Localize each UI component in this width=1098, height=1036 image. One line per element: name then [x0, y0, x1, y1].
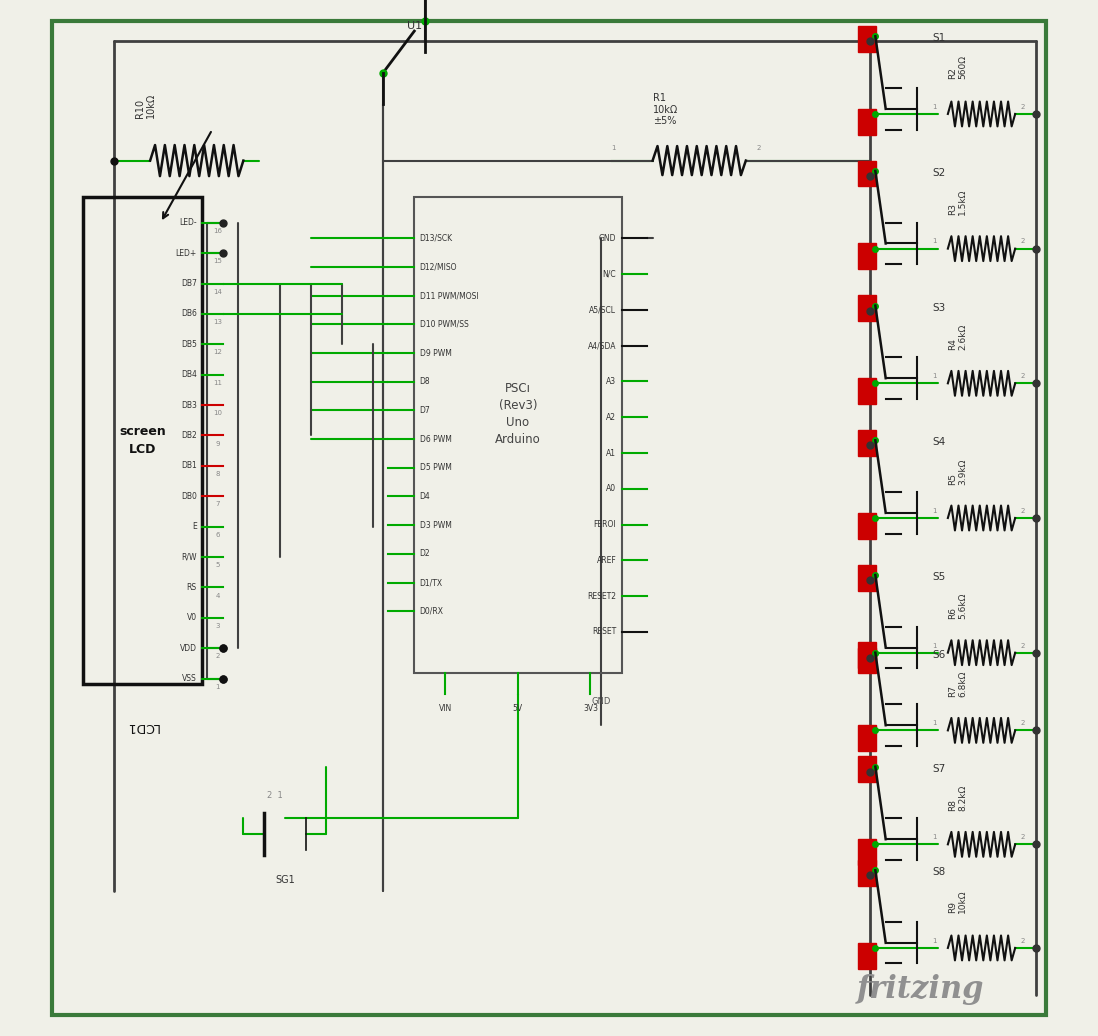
- Text: R10
10kΩ: R10 10kΩ: [135, 93, 156, 118]
- Text: VIN: VIN: [439, 704, 452, 714]
- Text: 2: 2: [1020, 373, 1024, 379]
- Text: R4
2.6kΩ: R4 2.6kΩ: [948, 323, 967, 350]
- Text: R/W: R/W: [181, 552, 197, 562]
- Text: D0/RX: D0/RX: [419, 607, 444, 615]
- Text: 2  1: 2 1: [267, 790, 282, 800]
- Bar: [858, 642, 876, 668]
- Bar: [858, 565, 876, 591]
- Text: 2: 2: [1020, 834, 1024, 840]
- Text: D9 PWM: D9 PWM: [419, 348, 451, 357]
- Text: U1: U1: [406, 21, 422, 31]
- Bar: [414, 197, 621, 673]
- Text: R8
8.2kΩ: R8 8.2kΩ: [948, 784, 967, 811]
- Text: 10: 10: [213, 410, 222, 416]
- Text: D7: D7: [419, 406, 430, 414]
- Text: 1: 1: [932, 508, 937, 514]
- Text: PSCı
(Rev3)
Uno
Arduino: PSCı (Rev3) Uno Arduino: [495, 382, 541, 447]
- Text: 1: 1: [932, 238, 937, 244]
- Text: 1: 1: [612, 145, 616, 151]
- Text: LED+: LED+: [176, 249, 197, 258]
- Text: 1: 1: [215, 684, 220, 690]
- Text: S7: S7: [932, 764, 945, 774]
- Text: 12: 12: [213, 349, 222, 355]
- Text: D10 PWM/SS: D10 PWM/SS: [419, 320, 468, 328]
- Text: N/C: N/C: [603, 269, 616, 279]
- Text: R9
10kΩ: R9 10kΩ: [948, 890, 967, 913]
- Text: D1/TX: D1/TX: [419, 578, 442, 587]
- Text: SG1: SG1: [274, 875, 294, 886]
- Text: 7: 7: [215, 501, 220, 508]
- Bar: [858, 943, 876, 969]
- Text: 1: 1: [932, 834, 937, 840]
- Bar: [858, 725, 876, 751]
- Text: GND: GND: [598, 234, 616, 242]
- Text: RESET: RESET: [592, 628, 616, 636]
- Text: 5V: 5V: [513, 704, 523, 714]
- Text: 1: 1: [932, 373, 937, 379]
- Text: R2
560Ω: R2 560Ω: [948, 55, 967, 80]
- Bar: [858, 860, 876, 886]
- Text: E: E: [192, 522, 197, 531]
- Text: 5: 5: [215, 563, 220, 568]
- Text: RS: RS: [187, 583, 197, 592]
- Text: S4: S4: [932, 437, 945, 448]
- Text: 14: 14: [213, 289, 222, 294]
- Text: AREF: AREF: [596, 556, 616, 565]
- Text: 11: 11: [213, 380, 222, 385]
- Text: DB2: DB2: [181, 431, 197, 440]
- Text: VSS: VSS: [182, 674, 197, 683]
- Text: GND: GND: [591, 697, 610, 707]
- Bar: [858, 513, 876, 539]
- Text: S6: S6: [932, 650, 945, 660]
- Text: RESET2: RESET2: [587, 592, 616, 601]
- Text: A5/SCL: A5/SCL: [590, 306, 616, 314]
- Text: 13: 13: [213, 319, 222, 325]
- Text: V0: V0: [187, 613, 197, 623]
- Text: D4: D4: [419, 492, 430, 501]
- Bar: [858, 756, 876, 782]
- Text: fritzing: fritzing: [856, 974, 984, 1005]
- Text: 2: 2: [215, 654, 220, 659]
- Bar: [858, 243, 876, 269]
- Text: S8: S8: [932, 867, 945, 877]
- Text: 15: 15: [213, 258, 222, 264]
- Text: DB7: DB7: [181, 279, 197, 288]
- Text: DB3: DB3: [181, 401, 197, 409]
- Text: DB5: DB5: [181, 340, 197, 349]
- Bar: [858, 839, 876, 865]
- Text: D12/MISO: D12/MISO: [419, 262, 457, 271]
- Text: screen
LCD: screen LCD: [119, 425, 166, 456]
- Bar: [858, 648, 876, 673]
- Text: A3: A3: [606, 377, 616, 386]
- Bar: [858, 26, 876, 52]
- Text: 2: 2: [1020, 642, 1024, 649]
- Text: A2: A2: [606, 412, 616, 422]
- Text: D3 PWM: D3 PWM: [419, 521, 451, 529]
- Text: R3
1.5kΩ: R3 1.5kΩ: [948, 189, 967, 215]
- Bar: [858, 378, 876, 404]
- Text: R1
10kΩ
±5%: R1 10kΩ ±5%: [652, 93, 677, 126]
- Text: 16: 16: [213, 228, 222, 234]
- Text: 2: 2: [1020, 720, 1024, 726]
- Text: 2: 2: [1020, 104, 1024, 110]
- Text: D13/SCK: D13/SCK: [419, 234, 452, 242]
- Bar: [858, 109, 876, 135]
- Text: R6
5.6kΩ: R6 5.6kΩ: [948, 593, 967, 620]
- Text: 2: 2: [1020, 508, 1024, 514]
- Text: FEROI: FEROI: [594, 520, 616, 529]
- Text: A4/SDA: A4/SDA: [587, 341, 616, 350]
- Text: DB1: DB1: [181, 461, 197, 470]
- Bar: [858, 161, 876, 186]
- Text: 2: 2: [1020, 238, 1024, 244]
- Text: DB0: DB0: [181, 492, 197, 500]
- Text: 3: 3: [215, 623, 220, 629]
- Text: D6 PWM: D6 PWM: [419, 435, 451, 443]
- Text: 6: 6: [215, 531, 220, 538]
- Text: 9: 9: [215, 440, 220, 447]
- Text: D8: D8: [419, 377, 430, 386]
- Text: DB4: DB4: [181, 370, 197, 379]
- Text: S2: S2: [932, 168, 945, 178]
- Text: DB6: DB6: [181, 310, 197, 318]
- Text: 2: 2: [1020, 938, 1024, 944]
- Bar: [858, 430, 876, 456]
